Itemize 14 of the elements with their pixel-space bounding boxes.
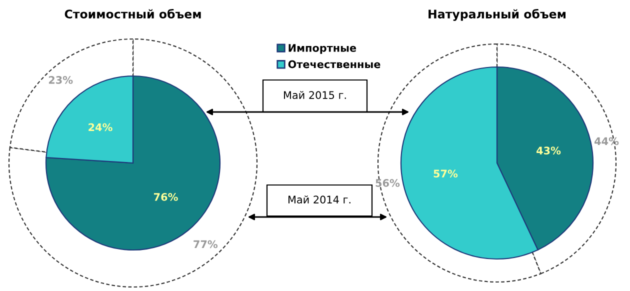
data-label: 56%	[376, 179, 400, 187]
data-label: 44%	[594, 137, 619, 146]
data-label: 43%	[536, 146, 561, 155]
data-label: 23%	[48, 76, 73, 84]
data-label: 57%	[434, 170, 458, 178]
text: Май 2015 г.	[284, 91, 346, 100]
data-label: 76%	[154, 193, 178, 201]
chart-title: Стоимостный объем	[64, 8, 201, 18]
legend-label: Отечественные	[288, 60, 380, 68]
data-label: 24%	[88, 123, 112, 132]
chart-title: Натуральный объем	[428, 8, 566, 21]
data-label: 77%	[194, 240, 218, 248]
legend-label: Импортные	[288, 44, 356, 54]
text: Май 2014 г.	[288, 196, 350, 204]
